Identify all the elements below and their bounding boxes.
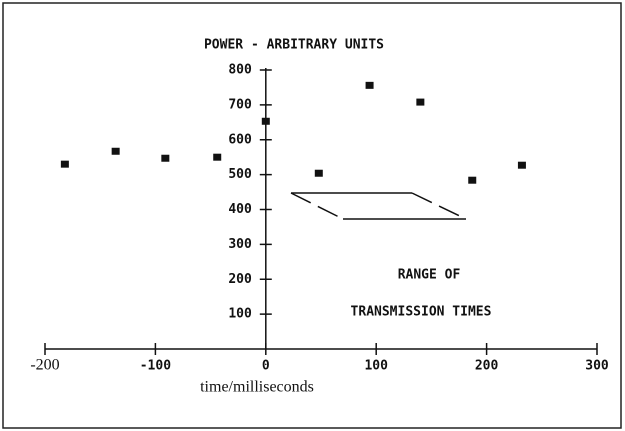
x-tick-label: 200	[475, 359, 499, 374]
y-tick-label: 500	[228, 167, 252, 182]
x-tick-label: -100	[140, 359, 171, 374]
y-tick-label: 400	[228, 202, 252, 217]
point	[161, 154, 170, 162]
annotation: RANGE OF	[398, 268, 461, 283]
point	[261, 117, 270, 125]
annotation: TRANSMISSION TIMES	[351, 305, 492, 320]
y-tick-label: 100	[228, 307, 252, 322]
range-shape	[290, 192, 467, 220]
y-tick-label: 700	[228, 97, 252, 112]
x-tick-label: -200	[30, 357, 59, 374]
point	[517, 161, 526, 169]
x-tick-label: 100	[364, 359, 388, 374]
point	[111, 147, 120, 155]
x-tick-label: 0	[262, 359, 270, 374]
point	[213, 153, 222, 161]
point	[60, 160, 69, 168]
y-tick-label: 600	[228, 132, 252, 147]
y-tick-label: 200	[228, 272, 252, 287]
x-axis-label: time/milliseconds	[200, 379, 314, 396]
point	[314, 169, 323, 177]
x-tick-label: 300	[585, 359, 609, 374]
y-tick-label: 800	[228, 63, 252, 78]
y-tick-label: 300	[228, 237, 252, 252]
point	[416, 98, 425, 106]
point	[468, 176, 477, 184]
chart-title: POWER - ARBITRARY UNITS	[204, 38, 384, 53]
point	[365, 81, 374, 89]
